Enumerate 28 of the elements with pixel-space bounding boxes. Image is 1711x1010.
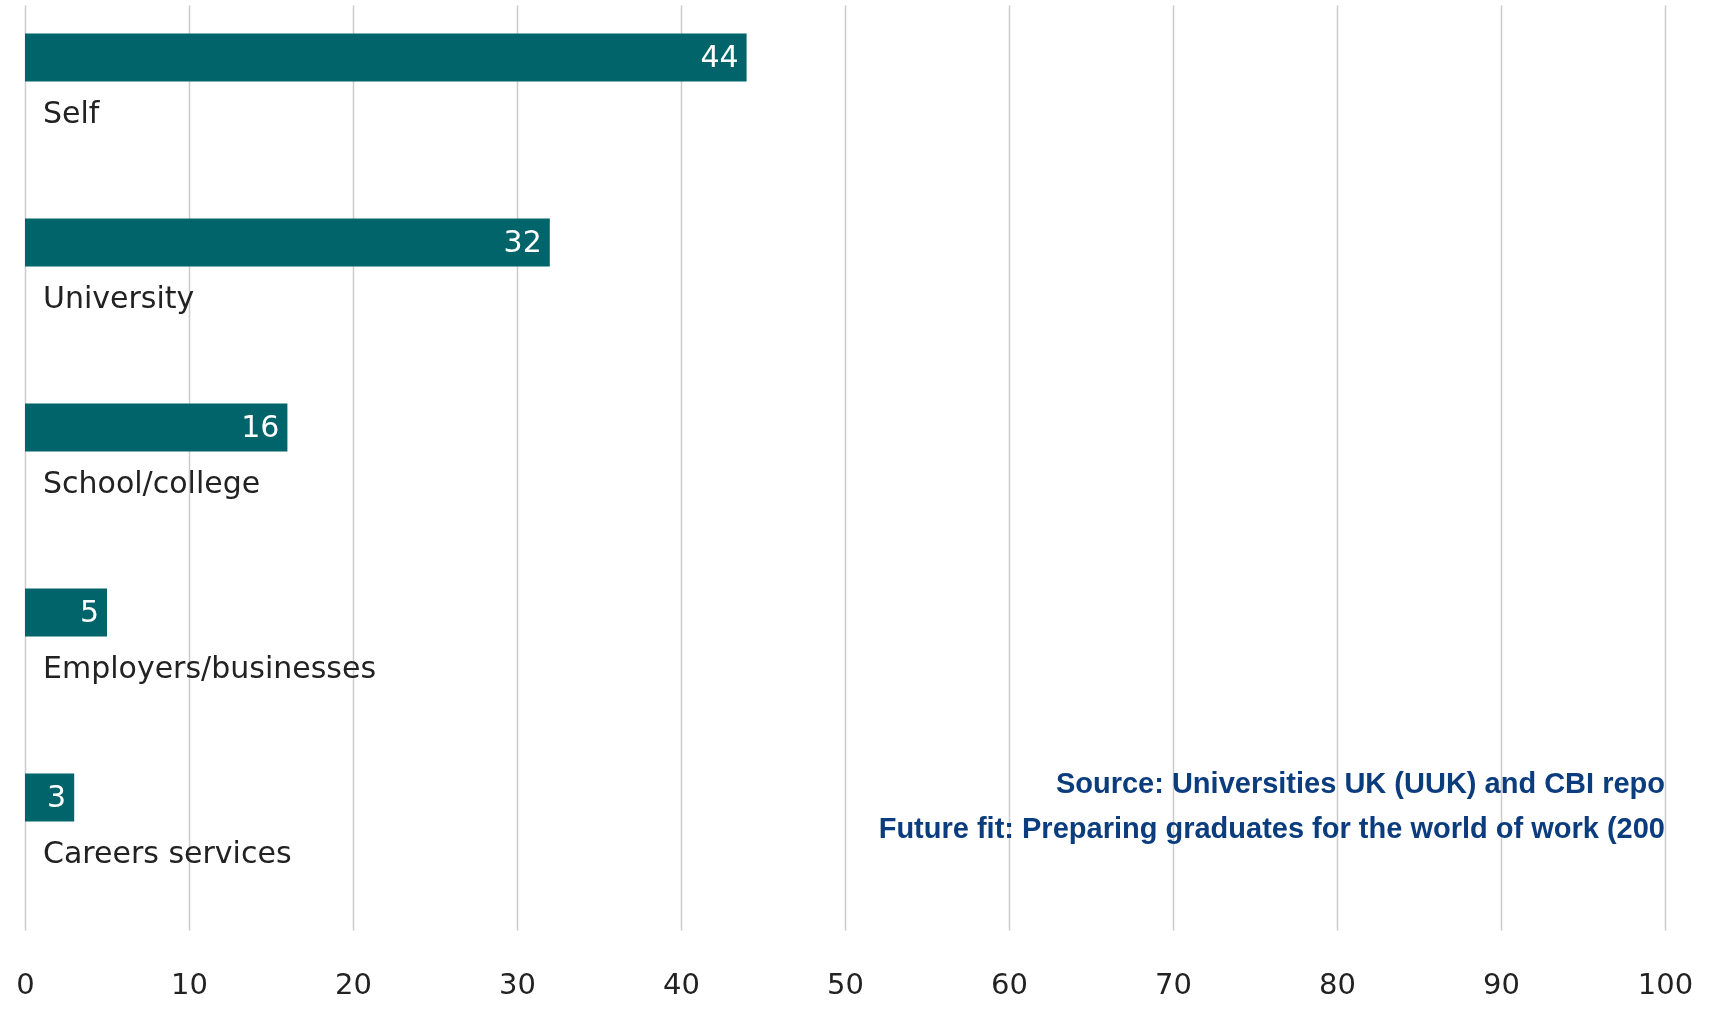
y-tick-label: School/college: [43, 464, 261, 500]
x-tick-label: 70: [1155, 966, 1192, 1001]
bar: [25, 403, 288, 452]
x-tick-label: 30: [499, 966, 536, 1001]
y-tick-label: Careers services: [43, 834, 292, 870]
bar: [25, 33, 747, 82]
y-tick-label: University: [43, 279, 195, 315]
bar: [25, 773, 75, 822]
bar: [25, 218, 550, 267]
x-tick-label: 100: [1637, 966, 1694, 1001]
data-label: 44: [700, 38, 739, 74]
x-tick-label: 80: [1319, 966, 1356, 1001]
x-tick-label: 10: [171, 966, 208, 1001]
x-tick-label: 40: [663, 966, 700, 1001]
x-tick-label: 0: [16, 966, 35, 1001]
x-tick-label: 90: [1483, 966, 1520, 1001]
y-tick-label: Self: [43, 94, 101, 130]
data-label: 32: [503, 223, 542, 259]
y-tick-label: Employers/businesses: [43, 649, 377, 685]
bar: [25, 588, 107, 637]
x-tick-label: 50: [827, 966, 864, 1001]
data-label: 5: [79, 593, 99, 629]
annotation: Source: Universities UK (UUK) and CBI repo: [1055, 767, 1665, 799]
x-tick-label: 60: [991, 966, 1028, 1001]
data-label: 16: [241, 408, 280, 444]
data-label: 3: [47, 778, 67, 814]
x-tick-label: 20: [335, 966, 372, 1001]
annotation: Future fit: Preparing graduates for the world of work (200: [878, 812, 1665, 844]
